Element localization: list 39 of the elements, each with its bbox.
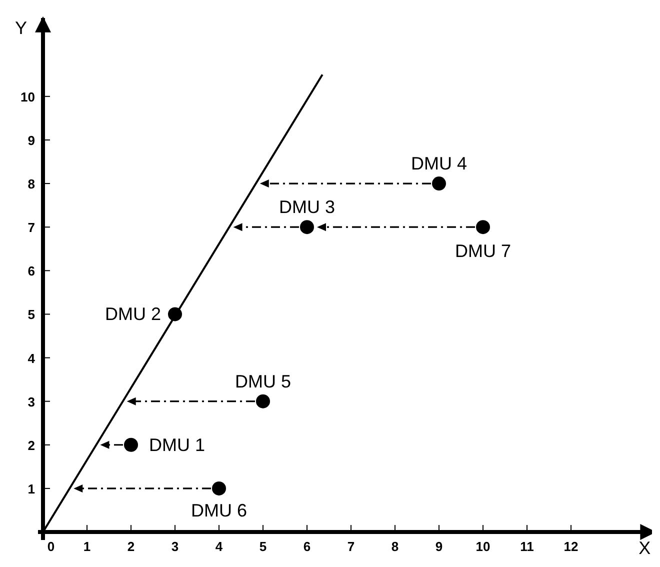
y-tick-label: 9 (28, 132, 35, 148)
x-tick-label: 5 (259, 539, 267, 554)
x-tick-label: 11 (520, 539, 534, 554)
point (256, 394, 270, 408)
x-tick-label: 6 (303, 539, 311, 554)
y-tick-label: 7 (28, 220, 35, 236)
x-tick-label: 3 (171, 539, 179, 554)
y-tick-label: 10 (20, 89, 35, 104)
point (124, 438, 138, 452)
x-tick-label: 10 (476, 539, 490, 554)
annotation: DMU 4 (410, 154, 468, 174)
x-tick-label: 1 (83, 539, 91, 554)
x-tick-label: 4 (215, 539, 224, 554)
y-tick-label: 8 (28, 176, 35, 192)
point (168, 307, 182, 322)
y-tick-label: 2 (28, 438, 35, 453)
y-axis-title: Y (14, 18, 28, 38)
y-tick-label: 6 (28, 264, 35, 279)
x-tick-label: 2 (127, 539, 135, 554)
x-tick-label: 9 (435, 539, 443, 554)
annotation: DMU 2 (104, 304, 161, 324)
point (476, 220, 490, 234)
annotation: DMU 3 (278, 197, 336, 218)
y-tick-label: 4 (28, 350, 36, 366)
y-tick-label: 1 (28, 481, 35, 496)
point (432, 176, 446, 191)
x-tick-label: 12 (564, 539, 578, 554)
x-axis-title: X (638, 538, 651, 558)
annotation: DMU 7 (454, 241, 512, 262)
x-tick-label: 0 (47, 539, 55, 554)
y-tick-label: 5 (28, 307, 35, 322)
point (300, 220, 314, 234)
x-tick-label: 8 (391, 539, 399, 554)
annotation: DMU 1 (149, 434, 206, 455)
annotation: DMU 6 (190, 500, 248, 520)
annotation: DMU 5 (234, 371, 292, 392)
point (212, 481, 226, 496)
y-tick-label: 3 (28, 394, 35, 410)
x-tick-label: 7 (347, 539, 355, 554)
